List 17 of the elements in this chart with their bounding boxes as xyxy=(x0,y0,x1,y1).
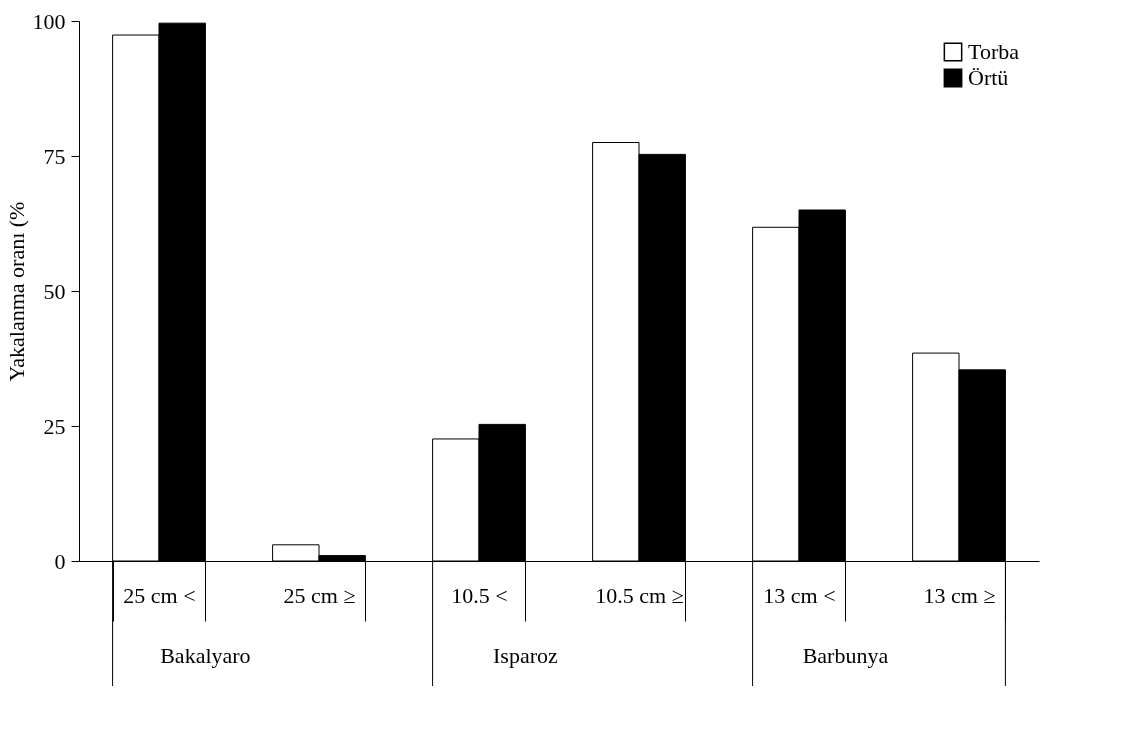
y-tick-label: 75 xyxy=(43,143,66,169)
text: Bakalyaro xyxy=(160,643,251,668)
x-tick-label: 13 cm < xyxy=(763,582,836,608)
x-tick-label: 10.5 < xyxy=(451,582,508,608)
y-tick-label: 50 xyxy=(43,278,66,304)
x-tick-label: 25 cm ≥ xyxy=(283,582,356,608)
x-tick-label: 13 cm ≥ xyxy=(923,582,996,608)
y-tick-label: 25 xyxy=(43,413,66,439)
y-axis-title: Yakalanma oranı (% xyxy=(3,201,29,382)
legend-label: Torba xyxy=(968,39,1020,64)
text: Isparoz xyxy=(493,643,558,668)
text: Barbunya xyxy=(802,643,889,668)
x-tick-label: 10.5 cm ≥ xyxy=(595,582,684,608)
legend-label: Örtü xyxy=(968,65,1009,90)
y-tick-label: 0 xyxy=(54,548,66,574)
y-tick-label: 100 xyxy=(32,8,66,34)
x-tick-label: 25 cm < xyxy=(123,582,196,608)
